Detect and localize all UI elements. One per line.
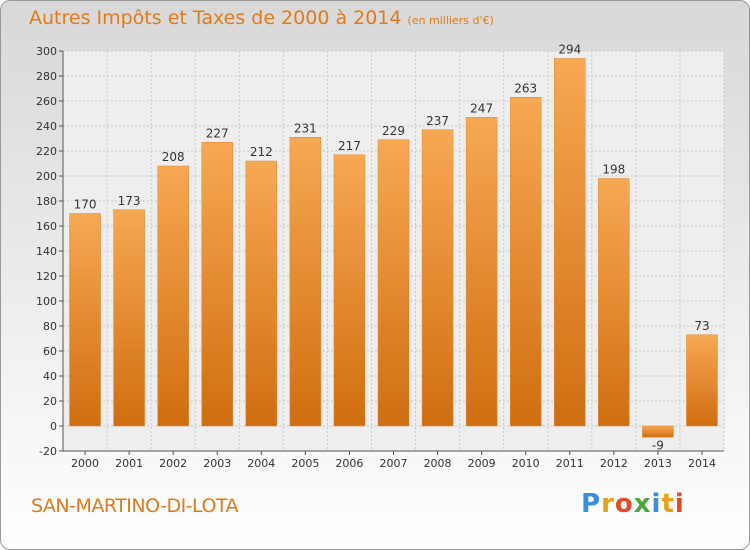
chart-title-text: Autres Impôts et Taxes de 2000 à 2014 (29, 7, 402, 29)
x-tick-label: 2007 (380, 457, 408, 470)
y-tick-label: 140 (36, 245, 57, 258)
x-tick-label: 2011 (556, 457, 584, 470)
bar-value-label: 227 (206, 126, 229, 140)
x-tick-label: 2008 (424, 457, 452, 470)
y-tick-label: 200 (36, 170, 57, 183)
y-tick-label: 40 (43, 370, 57, 383)
bar-value-label: 208 (162, 150, 185, 164)
logo-letter: x (633, 489, 652, 519)
logo-letter: i (674, 489, 685, 519)
y-tick-label: 60 (43, 345, 57, 358)
bar (642, 425, 674, 438)
y-tick-label: 300 (36, 45, 57, 58)
bar-value-label: 247 (470, 101, 493, 115)
bar (113, 209, 145, 427)
bar (377, 139, 410, 427)
bar-value-label: -9 (652, 438, 664, 452)
logo-letter: t (661, 489, 675, 519)
bar (598, 178, 630, 427)
bar-value-label: 231 (294, 121, 317, 135)
bar (509, 97, 542, 427)
chart-unit-label: (en milliers d'€) (407, 14, 494, 27)
bar-value-label: 217 (338, 139, 361, 153)
y-tick-label: -20 (39, 445, 57, 458)
y-tick-label: 120 (36, 270, 57, 283)
bar-value-label: 263 (514, 81, 537, 95)
logo-letter: r (601, 489, 615, 519)
axes: -20 0 20 40 60 80 100 120 140 160 180 200 220 240 260 2… (36, 45, 724, 470)
y-tick-label: 180 (36, 195, 57, 208)
y-tick-label: 220 (36, 145, 57, 158)
bar-value-label: 237 (426, 114, 449, 128)
y-tick-label: 20 (43, 395, 57, 408)
bar (465, 117, 498, 427)
y-tick-label: 100 (36, 295, 57, 308)
y-tick-label: 80 (43, 320, 57, 333)
bar (554, 58, 586, 427)
logo-letter: P (581, 489, 602, 519)
x-tick-label: 2013 (644, 457, 672, 470)
bar (157, 165, 189, 427)
y-tick-label: 260 (36, 95, 57, 108)
bar-value-label: 212 (250, 145, 273, 159)
logo-letter: o (614, 489, 634, 519)
bar-value-label: 73 (694, 319, 709, 333)
x-tick-label: 2003 (203, 457, 231, 470)
x-tick-label: 2005 (291, 457, 319, 470)
bar-value-label: 229 (382, 124, 405, 138)
y-tick-label: 0 (50, 420, 57, 433)
logo-letter: i (651, 489, 662, 519)
bar (686, 334, 718, 427)
bar (289, 137, 322, 427)
bar-value-label: 294 (558, 43, 581, 57)
x-tick-label: 2000 (71, 457, 99, 470)
bar (69, 213, 101, 427)
x-tick-label: 2001 (115, 457, 143, 470)
x-tick-label: 2010 (512, 457, 540, 470)
bars (69, 58, 718, 438)
bar-value-label: 198 (602, 163, 625, 177)
bar (201, 142, 233, 427)
labels: 170 173 208 227 212 231 217 229 237 247 263 294 198 -… (74, 43, 710, 453)
x-tick-label: 2014 (688, 457, 716, 470)
x-tick-label: 2004 (247, 457, 275, 470)
bar-value-label: 170 (74, 198, 97, 212)
bar-value-label: 173 (118, 194, 141, 208)
y-tick-label: 160 (36, 220, 57, 233)
proxiti-logo: Proxiti (581, 489, 685, 519)
x-tick-label: 2006 (335, 457, 363, 470)
commune-name: SAN-MARTINO-DI-LOTA (31, 495, 239, 517)
y-tick-label: 240 (36, 120, 57, 133)
x-tick-label: 2002 (159, 457, 187, 470)
y-tick-label: 280 (36, 70, 57, 83)
bar (421, 129, 454, 427)
bar (333, 154, 366, 427)
x-tick-label: 2009 (468, 457, 496, 470)
x-tick-label: 2012 (600, 457, 628, 470)
bar (245, 160, 278, 427)
chart-title: Autres Impôts et Taxes de 2000 à 2014 (en… (29, 7, 494, 29)
